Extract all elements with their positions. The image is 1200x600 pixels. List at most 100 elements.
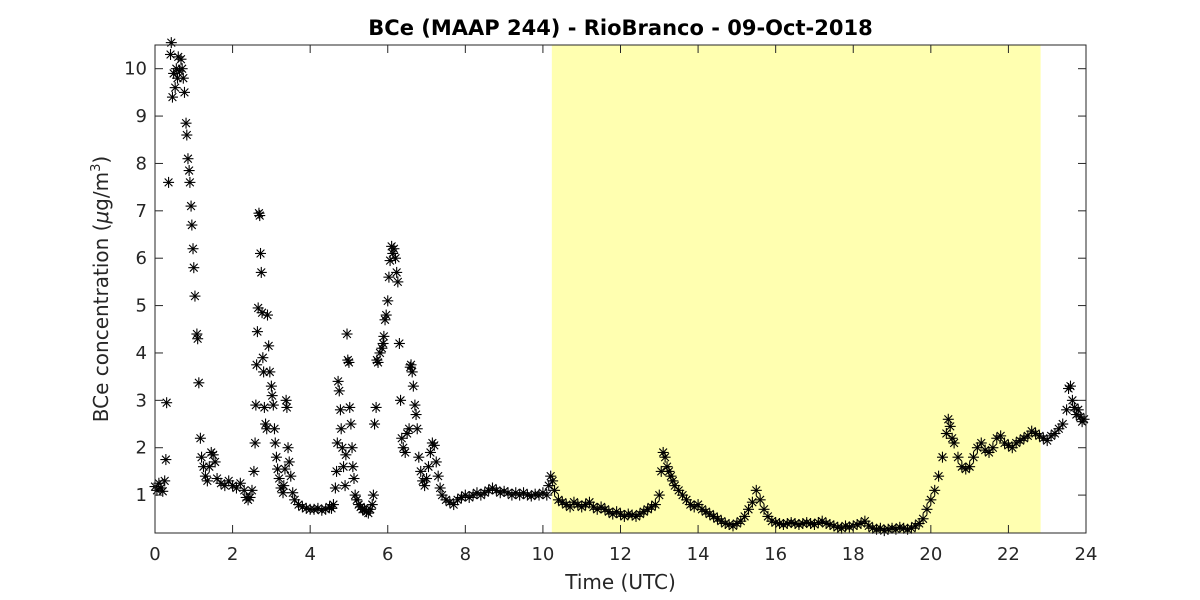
data-point: [929, 484, 941, 496]
data-point: [746, 496, 758, 508]
y-tick-label: 4: [136, 343, 147, 364]
data-point: [201, 475, 213, 487]
data-point: [754, 494, 766, 506]
data-point: [285, 470, 297, 482]
data-point: [382, 295, 394, 307]
data-point: [397, 442, 409, 454]
data-point: [1061, 404, 1073, 416]
x-axis: 0 2 4 6 8 10 12 14 16 18 20 22 24: [149, 45, 1097, 565]
data-point: [378, 330, 390, 342]
data-point: [163, 176, 175, 188]
y-tick-label: 5: [136, 296, 147, 317]
data-point: [430, 456, 442, 468]
data-point: [541, 489, 553, 501]
data-point: [254, 210, 266, 222]
data-point: [267, 399, 279, 411]
data-point: [432, 470, 444, 482]
data-point: [407, 380, 419, 392]
data-point: [189, 290, 201, 302]
data-point: [677, 489, 689, 501]
data-point: [859, 515, 871, 527]
data-point: [921, 503, 933, 515]
data-point: [545, 470, 557, 482]
x-tick-label: 22: [997, 544, 1020, 565]
y-axis: 1 2 3 4 5 6 7 8 9 10: [124, 59, 1086, 506]
data-point: [345, 418, 357, 430]
data-point: [824, 518, 836, 530]
data-point: [272, 463, 284, 475]
data-point: [211, 473, 223, 485]
data-point: [339, 480, 351, 492]
data-point: [340, 449, 352, 461]
data-point: [347, 461, 359, 473]
x-tick-label: 20: [919, 544, 942, 565]
data-point: [203, 461, 215, 473]
data-point: [246, 484, 258, 496]
x-tick-label: 4: [304, 544, 315, 565]
data-point: [434, 482, 446, 494]
data-point: [166, 91, 178, 103]
data-point: [251, 326, 263, 338]
data-point: [273, 473, 285, 485]
data-point: [964, 461, 976, 473]
y-axis-label-suffix: ): [89, 156, 113, 164]
data-point: [917, 513, 929, 525]
data-point: [1006, 442, 1018, 454]
data-point: [209, 456, 221, 468]
data-point: [380, 309, 392, 321]
data-point: [743, 503, 755, 515]
data-point: [185, 200, 197, 212]
data-point: [946, 432, 958, 444]
data-point: [188, 262, 200, 274]
data-point: [392, 276, 404, 288]
data-point: [331, 465, 343, 477]
y-tick-label: 7: [136, 201, 147, 222]
data-point: [942, 413, 954, 425]
data-point: [448, 499, 460, 511]
data-point: [187, 243, 199, 255]
y-tick-label: 10: [124, 59, 147, 80]
data-point: [933, 470, 945, 482]
data-point: [251, 359, 263, 371]
data-point: [401, 428, 413, 440]
y-tick-label: 8: [136, 153, 147, 174]
data-point: [282, 442, 294, 454]
data-point: [333, 385, 345, 397]
data-point: [341, 328, 353, 340]
data-point: [944, 420, 956, 432]
data-point: [169, 82, 181, 94]
data-point: [279, 463, 291, 475]
data-point: [514, 489, 526, 501]
data-point: [287, 487, 299, 499]
data-point: [264, 366, 276, 378]
data-point: [797, 518, 809, 530]
data-point: [348, 473, 360, 485]
x-tick-label: 0: [149, 544, 160, 565]
data-point: [403, 423, 415, 435]
data-point: [338, 461, 350, 473]
data-point: [374, 347, 386, 359]
data-point: [160, 454, 172, 466]
data-point: [269, 437, 281, 449]
data-point: [258, 401, 270, 413]
data-point: [1057, 418, 1069, 430]
data-point: [393, 337, 405, 349]
data-point: [344, 401, 356, 413]
y-axis-label: BCe concentration (μg/m3): [89, 156, 113, 422]
data-point: [399, 446, 411, 458]
data-point: [270, 451, 282, 463]
data-point: [411, 423, 423, 435]
data-point: [391, 266, 403, 278]
data-point: [327, 499, 339, 511]
data-point: [165, 37, 177, 49]
data-point: [653, 489, 665, 501]
data-point: [329, 482, 341, 494]
x-axis-label: Time (UTC): [564, 570, 676, 594]
data-point: [177, 72, 189, 84]
data-point: [851, 518, 863, 530]
data-point: [405, 359, 417, 371]
data-point: [991, 432, 1003, 444]
data-point: [383, 271, 395, 283]
data-point: [971, 442, 983, 454]
data-point: [186, 219, 198, 231]
